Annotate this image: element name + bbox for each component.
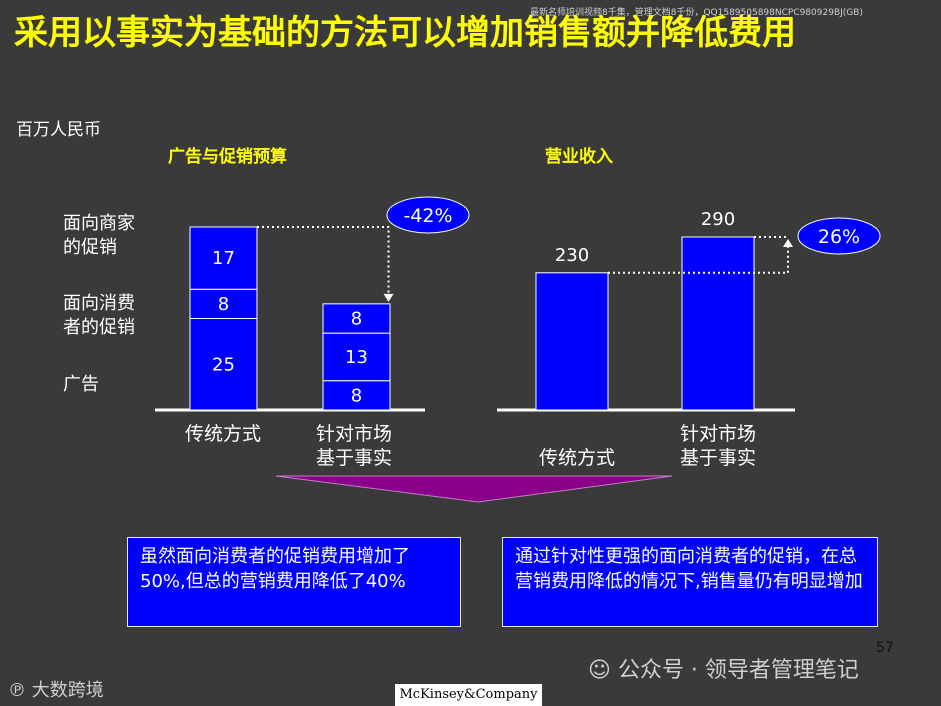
- logo-icon: ℗: [8, 680, 32, 701]
- legend-advertising-line-1: 广告: [63, 374, 99, 395]
- right-bar-label-2: 290: [701, 209, 735, 230]
- left-conclusion-box: 虽然面向消费者的促销费用增加了50%,但总的营销费用降低了40%: [127, 537, 461, 627]
- unit-label: 百万人民币: [16, 120, 101, 140]
- left-change-connector: [257, 226, 390, 298]
- left-bar-label-2-2: 13: [345, 347, 368, 368]
- left-bar-segment-2-2: [322, 332, 391, 382]
- left-category-traditional: 传统方式: [163, 422, 283, 446]
- page-number: 57: [876, 640, 894, 656]
- legend-consumer-line-2: 者的促销: [63, 317, 135, 338]
- right-change-arrowhead: [783, 239, 793, 247]
- left-bar-segment-1-3: [189, 226, 258, 290]
- right-change-bubble: [797, 217, 881, 255]
- right-conclusion-box: 通过针对性更强的面向消费者的促销，在总营销费用降低的情况下,销售量仍有明显增加: [502, 537, 878, 627]
- right-chart-title: 营业收入: [545, 147, 613, 167]
- left-change-bubble: [386, 196, 470, 234]
- right-cat2-line-1: 针对市场: [679, 423, 756, 445]
- legend-advertising: 广告: [63, 373, 99, 397]
- legend-consumer-promotion: 面向消费 者的促销: [63, 292, 135, 340]
- right-category-fact-based: 针对市场 基于事实: [658, 422, 778, 470]
- right-category-traditional: 传统方式: [517, 446, 637, 470]
- right-bar-chart: 230 290 26%: [497, 209, 881, 412]
- right-bar-label-1: 230: [555, 245, 589, 266]
- left-cat1-line-1: 传统方式: [184, 423, 261, 445]
- left-bar-label-2-1: 8: [351, 385, 362, 406]
- left-category-fact-based: 针对市场 基于事实: [294, 422, 414, 470]
- left-change-arrowhead: [383, 293, 394, 302]
- legend-trade-line-2: 的促销: [63, 237, 117, 258]
- footer-left-text: 大数跨境: [31, 680, 104, 701]
- right-bar-2: [681, 236, 755, 411]
- left-bar-segment-1-2: [189, 288, 258, 320]
- right-bar-1: [535, 272, 609, 411]
- left-change-label: -42%: [403, 205, 452, 227]
- left-stacked-bar-chart: 25 8 17 8 13 8 -42%: [155, 196, 470, 412]
- footer-left-logo: ℗ 大数跨境: [8, 676, 104, 702]
- right-change-label: 26%: [818, 226, 860, 248]
- left-cat2-line-1: 针对市场: [315, 423, 392, 445]
- funnel-arrow: [275, 475, 673, 503]
- left-bar-label-1-1: 25: [212, 354, 235, 375]
- legend-consumer-line-1: 面向消费: [63, 293, 135, 314]
- left-bar-label-1-2: 8: [218, 294, 229, 315]
- left-chart-title: 广告与促销预算: [168, 147, 287, 167]
- right-cat2-line-2: 基于事实: [679, 447, 756, 469]
- left-cat2-line-2: 基于事实: [315, 447, 392, 469]
- footer-right-watermark: ☺ 公众号 · 领导者管理笔记: [588, 652, 859, 684]
- legend-trade-line-1: 面向商家: [63, 213, 135, 234]
- left-bar-segment-1-1: [189, 318, 258, 411]
- wechat-icon: ☺: [588, 658, 618, 683]
- footer-right-text: 公众号 · 领导者管理笔记: [617, 658, 859, 683]
- mckinsey-logo: McKinsey&Company: [395, 684, 542, 706]
- page-title: 采用以事实为基础的方法可以增加销售额并降低费用: [14, 13, 796, 53]
- left-bar-label-1-3: 17: [212, 248, 235, 269]
- left-bar-segment-2-1: [322, 380, 391, 411]
- left-bar-label-2-3: 8: [351, 309, 362, 330]
- left-bar-segment-2-3: [322, 303, 391, 334]
- top-watermark: 最新名师培训视频8千集，管理文档8千份，QQ1589505898NCPC9809…: [530, 8, 863, 18]
- legend-trade-promotion: 面向商家 的促销: [63, 212, 135, 260]
- right-cat1-line-1: 传统方式: [538, 447, 615, 469]
